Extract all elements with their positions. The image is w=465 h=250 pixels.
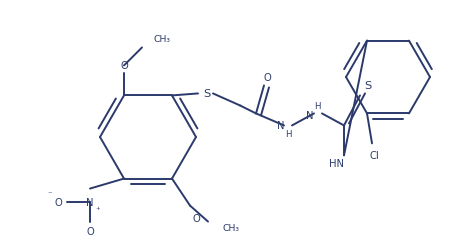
Text: N: N xyxy=(86,197,94,207)
Text: O: O xyxy=(120,61,128,71)
Text: S: S xyxy=(203,89,211,99)
Text: CH₃: CH₃ xyxy=(222,223,239,232)
Text: Cl: Cl xyxy=(369,151,379,161)
Text: N: N xyxy=(277,121,285,131)
Text: O: O xyxy=(86,226,94,236)
Text: O: O xyxy=(263,73,271,83)
Text: O: O xyxy=(54,197,62,207)
Text: H: H xyxy=(314,102,320,110)
Text: HN: HN xyxy=(328,159,344,169)
Text: ⁻: ⁻ xyxy=(48,189,52,198)
Text: N: N xyxy=(306,111,314,121)
Text: H: H xyxy=(285,130,291,138)
Text: ⁺: ⁺ xyxy=(96,205,100,214)
Text: CH₃: CH₃ xyxy=(154,35,171,44)
Text: S: S xyxy=(365,81,372,91)
Text: O: O xyxy=(192,213,200,223)
